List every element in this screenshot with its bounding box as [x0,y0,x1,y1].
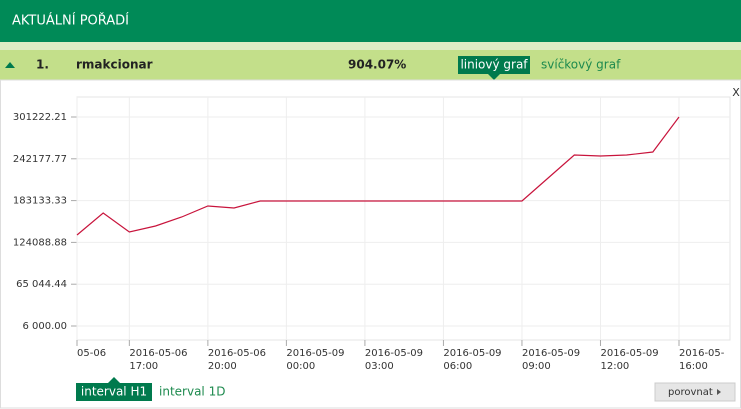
tab-line[interactable]: liniový graf [460,58,528,72]
series-line [76,116,680,236]
compare-arrow [717,389,721,395]
x-tick-label: 2016-05-09 09:00 [521,348,581,372]
collapse-icon[interactable] [5,62,15,68]
tab-candle[interactable]: svíčkový graf [541,58,621,72]
x-tick-label: 05-06 [77,348,107,359]
tab-pointer [488,74,500,80]
interval-active[interactable] [76,383,152,401]
y-tick-label: 242177.77 [13,154,67,165]
x-tick-label: 2016-05-09 12:00 [600,348,659,372]
x-tick-label: 2016-05-09 06:00 [443,348,502,372]
player-name: rmakcionar [76,58,153,72]
y-tick-label: 65 044.44 [16,279,67,290]
row [0,50,741,80]
header-title: AKTUÁLNÍ POŘADÍ [12,13,129,29]
header-strip [0,42,741,50]
interval-1d[interactable]: interval 1D [159,385,225,399]
x-tick-label: 2016-05-09 03:00 [364,348,424,372]
plot-frame [76,96,731,341]
compare-label[interactable]: porovnat [668,387,713,398]
y-tick-label: 301222.21 [13,112,67,123]
close[interactable]: X [732,86,740,99]
x-tick-label: 2016-05-09 00:00 [286,348,345,372]
rank: 1. [36,58,49,72]
x-tick-label: 2016-05- 16:00 [679,348,725,372]
x-tick-label: 2016-05-06 17:00 [129,348,188,372]
y-tick-label: 124088.88 [13,237,67,248]
interval-pointer [108,377,120,383]
header-bar [0,0,741,42]
tab-active[interactable] [458,56,530,74]
y-tick-label: 183133.33 [13,196,67,207]
x-tick-label: 2016-05-06 20:00 [207,348,266,372]
compare-button[interactable] [654,382,736,402]
y-tick-label: 6 000.00 [22,321,67,332]
result: 904.07% [348,58,406,72]
interval-h1[interactable]: interval H1 [81,385,147,399]
